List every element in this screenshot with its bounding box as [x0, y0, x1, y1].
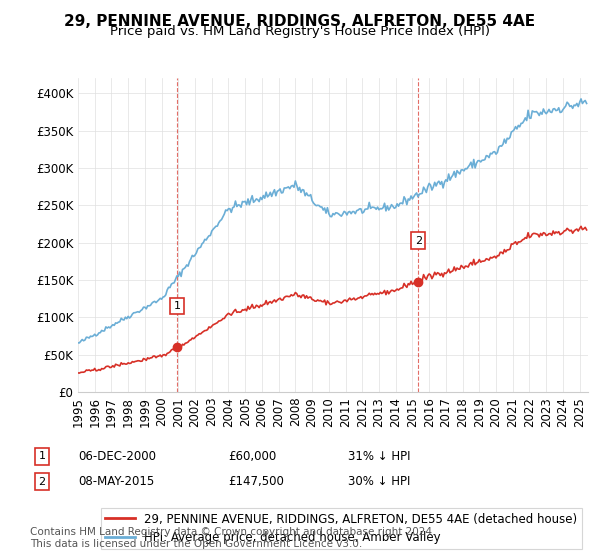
Text: Contains HM Land Registry data © Crown copyright and database right 2024.
This d: Contains HM Land Registry data © Crown c… — [30, 527, 436, 549]
Text: 06-DEC-2000: 06-DEC-2000 — [78, 450, 156, 463]
Text: 29, PENNINE AVENUE, RIDDINGS, ALFRETON, DE55 4AE: 29, PENNINE AVENUE, RIDDINGS, ALFRETON, … — [64, 14, 536, 29]
Text: 08-MAY-2015: 08-MAY-2015 — [78, 475, 154, 488]
Text: 1: 1 — [173, 301, 181, 311]
Text: £60,000: £60,000 — [228, 450, 276, 463]
Text: 1: 1 — [38, 451, 46, 461]
Text: £147,500: £147,500 — [228, 475, 284, 488]
Text: 30% ↓ HPI: 30% ↓ HPI — [348, 475, 410, 488]
Text: Price paid vs. HM Land Registry's House Price Index (HPI): Price paid vs. HM Land Registry's House … — [110, 25, 490, 38]
Legend: 29, PENNINE AVENUE, RIDDINGS, ALFRETON, DE55 4AE (detached house), HPI: Average : 29, PENNINE AVENUE, RIDDINGS, ALFRETON, … — [101, 508, 582, 549]
Text: 31% ↓ HPI: 31% ↓ HPI — [348, 450, 410, 463]
Text: 2: 2 — [415, 236, 422, 246]
Text: 2: 2 — [38, 477, 46, 487]
